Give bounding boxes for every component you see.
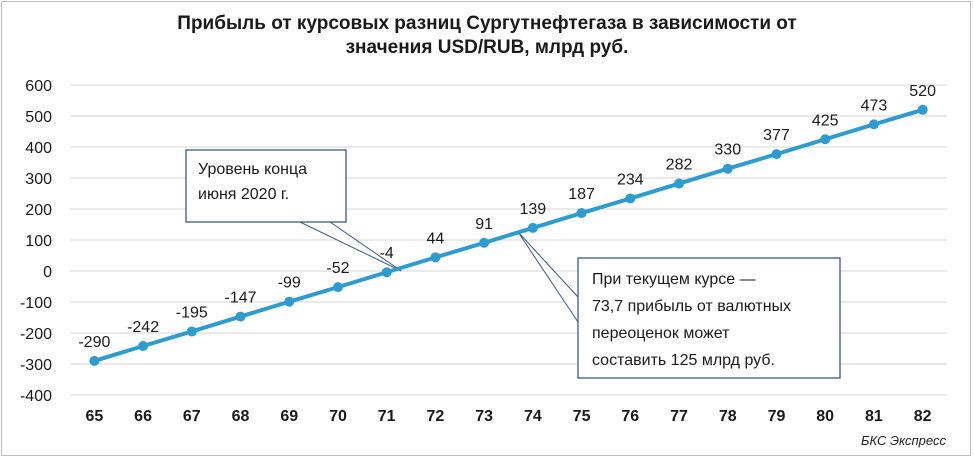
data-label: 91 [475, 216, 493, 233]
x-tick-label: 78 [719, 408, 737, 425]
callout-line: переоценок может [592, 325, 730, 342]
series-line-path [93, 107, 924, 363]
data-point [430, 252, 441, 263]
data-point [917, 104, 928, 115]
x-tick-label: 81 [865, 408, 883, 425]
data-point [820, 134, 831, 145]
x-tick-label: 74 [524, 408, 542, 425]
x-tick-label: 66 [134, 408, 152, 425]
series-line [89, 104, 928, 366]
x-tick-label: 79 [768, 408, 786, 425]
y-tick-label: 500 [25, 109, 52, 126]
data-point [332, 282, 343, 293]
y-tick-label: 100 [25, 233, 52, 250]
data-label: 520 [909, 83, 936, 100]
y-tick-label: -200 [20, 326, 52, 343]
x-tick-label: 76 [621, 408, 639, 425]
callout-line: Уровень конца [198, 161, 307, 178]
x-axis-labels: 65 66 67 68 69 70 71 72 73 74 75 76 77 78 79 80 81 82 [85, 408, 931, 425]
x-tick-label: 65 [85, 408, 103, 425]
callout-box [577, 257, 841, 379]
data-point [527, 222, 538, 233]
data-label: -4 [380, 245, 394, 262]
source-label: БКС Экспресс [861, 433, 946, 448]
y-tick-label: 400 [25, 140, 52, 157]
x-tick-label: 73 [475, 408, 493, 425]
y-tick-label: -100 [20, 295, 52, 312]
y-axis-labels: 600 500 400 300 200 100 0 -100 -200 -300 -400 [20, 78, 52, 405]
data-labels: -290 -242 -195 -147 -99 -52 -4 44 91 139 187 234 282… [78, 83, 936, 351]
data-label: -99 [278, 275, 301, 292]
x-tick-label: 67 [183, 408, 201, 425]
data-point [674, 178, 685, 189]
x-tick-label: 77 [670, 408, 688, 425]
callout-line: При текущем курсе — [592, 271, 756, 288]
callout-box [185, 149, 347, 223]
callout-pointer [517, 231, 579, 324]
x-tick-label: 70 [329, 408, 347, 425]
data-label: 330 [714, 142, 741, 159]
data-point [186, 326, 197, 337]
data-label: -52 [326, 260, 349, 277]
data-label: -290 [78, 334, 110, 351]
chart-title: Прибыль от курсовых разниц Сургутнефтега… [177, 13, 797, 58]
data-label: 44 [427, 230, 445, 247]
y-tick-label: -300 [20, 357, 52, 374]
y-tick-label: 200 [25, 202, 52, 219]
x-tick-label: 68 [232, 408, 250, 425]
data-label: 187 [568, 186, 595, 203]
callout: При текущем курсе — 73,7 прибыль от валют… [517, 231, 841, 379]
data-label: 473 [861, 97, 888, 114]
data-label: 139 [520, 201, 547, 218]
data-label: -195 [176, 304, 208, 321]
callout: Уровень конца июня 2020 г. [185, 149, 402, 272]
x-tick-label: 69 [280, 408, 298, 425]
data-point [868, 119, 879, 130]
x-tick-label: 71 [378, 408, 396, 425]
data-point [771, 149, 782, 160]
data-point [381, 267, 392, 278]
callout-line: составить 125 млрд руб. [592, 352, 775, 369]
data-point [625, 193, 636, 204]
data-label: 282 [666, 157, 693, 174]
data-label: -147 [225, 290, 257, 307]
data-point [576, 208, 587, 219]
data-point [722, 163, 733, 174]
data-label: 377 [763, 127, 790, 144]
data-label: -242 [127, 319, 159, 336]
data-point [138, 341, 149, 352]
y-tick-label: 300 [25, 171, 52, 188]
y-tick-label: 0 [43, 264, 52, 281]
y-tick-label: 600 [25, 78, 52, 95]
x-tick-label: 72 [427, 408, 445, 425]
x-tick-label: 75 [573, 408, 591, 425]
callout-line: июня 2020 г. [198, 186, 289, 203]
data-point [284, 296, 295, 307]
data-point [89, 355, 100, 366]
data-point [235, 311, 246, 322]
data-label: 234 [617, 171, 644, 188]
x-tick-label: 82 [914, 408, 932, 425]
x-tick-label: 80 [816, 408, 834, 425]
y-tick-label: -400 [20, 388, 52, 405]
data-point [479, 237, 490, 248]
callouts: Уровень конца июня 2020 г. При текущем кур… [185, 149, 841, 379]
callout-line: 73,7 прибыль от валютных [592, 298, 791, 315]
data-label: 425 [812, 112, 839, 129]
